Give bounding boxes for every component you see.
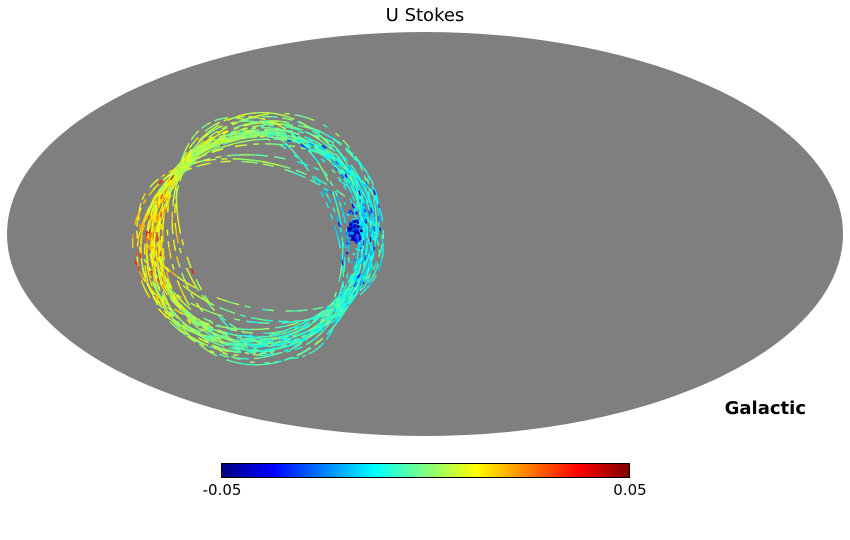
- colorbar: [221, 463, 630, 478]
- colorbar-min-label: -0.05: [202, 481, 242, 499]
- scan-ring: [131, 111, 385, 366]
- colorbar-max-label: 0.05: [613, 481, 647, 499]
- unseen-sky-ellipse: [7, 32, 843, 436]
- coordinate-system-label: Galactic: [724, 398, 806, 419]
- plot-title: U Stokes: [385, 5, 465, 26]
- deep-blue-spot: [343, 199, 367, 264]
